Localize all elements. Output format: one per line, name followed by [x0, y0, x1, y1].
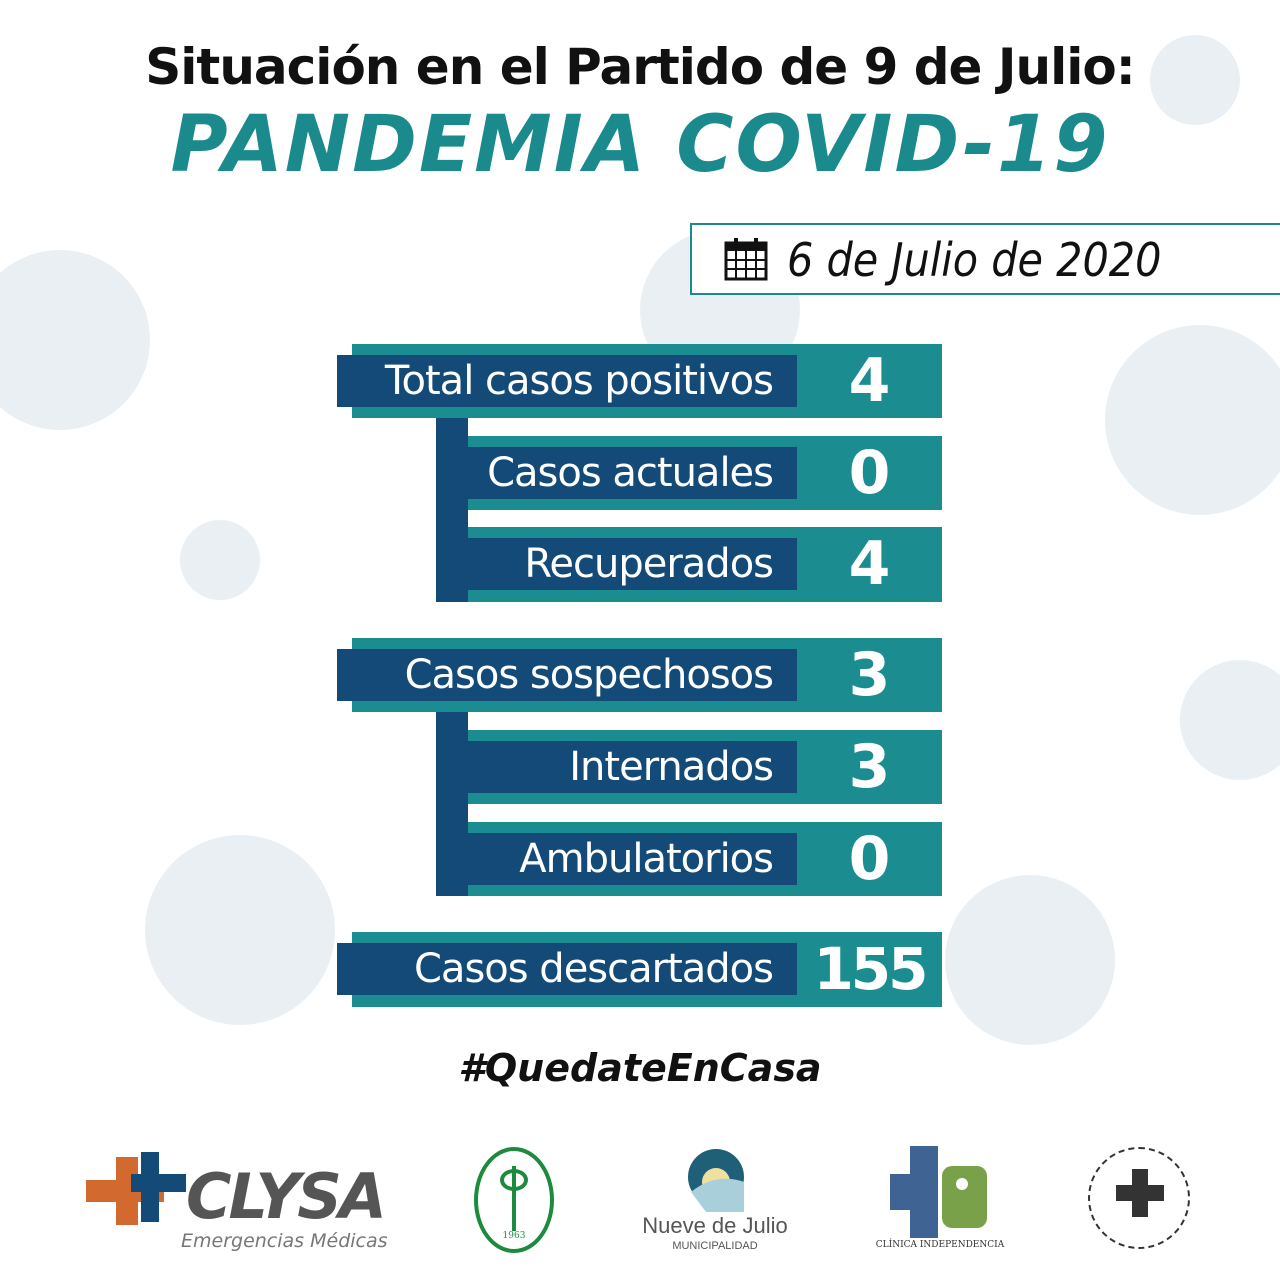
- stat-label-box: [466, 447, 797, 499]
- stat-label-box: [466, 538, 797, 590]
- stat-label-box: [466, 741, 797, 793]
- clysa-logo: CLYSA Emergencias Médicas: [86, 1152, 396, 1257]
- stat-value: 4: [848, 529, 891, 599]
- stat-label: Internados: [569, 744, 774, 790]
- stat-value: 4: [848, 346, 891, 416]
- logo-tagline: Emergencias Médicas: [181, 1230, 388, 1252]
- stat-label: Recuperados: [524, 541, 774, 587]
- clinica-independencia-logo: CLÍNICA INDEPENDENCIA: [870, 1146, 1010, 1256]
- date-box: 6 de Julio de 2020: [690, 223, 1280, 295]
- staff-icon: [512, 1166, 516, 1231]
- logo-text: Nueve de Julio: [642, 1213, 788, 1238]
- tree-connector: [436, 694, 468, 896]
- stat-label: Casos descartados: [414, 946, 774, 992]
- logo-text: CLYSA: [186, 1160, 387, 1233]
- stat-label-box: [466, 833, 797, 885]
- stat-label-box: [337, 355, 797, 407]
- stat-value: 0: [848, 824, 891, 894]
- date-text: 6 de Julio de 2020: [787, 233, 1162, 287]
- logo-tagline: MUNICIPALIDAD: [672, 1240, 758, 1252]
- stat-label-box: [337, 943, 797, 995]
- stat-label-box: [337, 649, 797, 701]
- medical-cross-icon: [890, 1146, 987, 1238]
- logo-year: 1963: [502, 1231, 526, 1241]
- cross-icon: [86, 1152, 186, 1225]
- sun-wave-icon: [688, 1149, 744, 1212]
- municipalidad-logo: Nueve de Julio MUNICIPALIDAD: [630, 1147, 800, 1257]
- logo-text: CLÍNICA INDEPENDENCIA: [875, 1240, 1005, 1250]
- stat-label: Total casos positivos: [384, 358, 774, 404]
- calendar-icon: [724, 238, 768, 281]
- page-subtitle: PANDEMIA COVID-19: [170, 100, 1110, 190]
- stat-label: Casos sospechosos: [404, 652, 774, 698]
- stat-label: Ambulatorios: [519, 836, 774, 882]
- hashtag: #QuedateEnCasa: [458, 1046, 822, 1090]
- page-title: Situación en el Partido de 9 de Julio:: [145, 38, 1135, 96]
- stat-value: 0: [848, 438, 891, 508]
- stat-value: 3: [848, 732, 891, 802]
- cross-hand-icon: [1116, 1169, 1164, 1217]
- tree-connector: [436, 400, 468, 602]
- seal-logo: [1088, 1147, 1190, 1249]
- stat-value: 3: [848, 640, 891, 710]
- stat-value: 155: [813, 935, 928, 1003]
- circulo-medico-logo: 1963: [474, 1147, 554, 1253]
- stat-label: Casos actuales: [487, 450, 774, 496]
